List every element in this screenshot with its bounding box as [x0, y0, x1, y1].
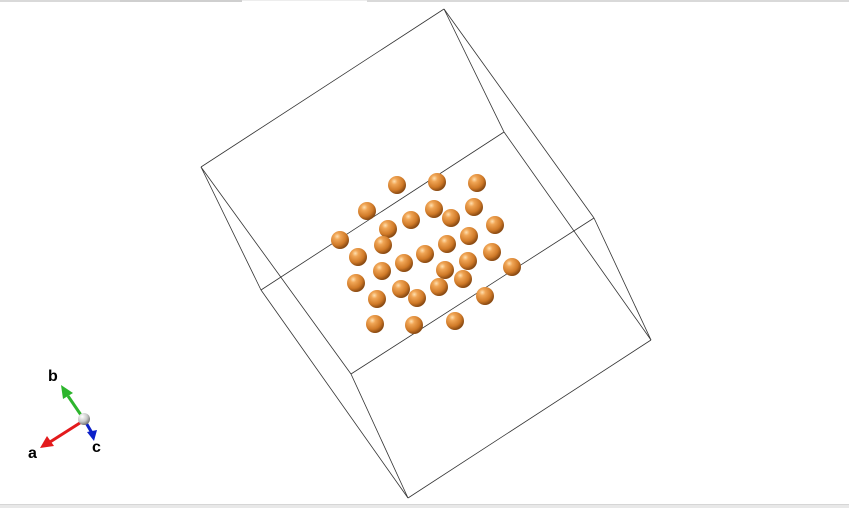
atom [349, 248, 367, 266]
cell-edge [200, 8, 445, 168]
b-axis-arrowhead [61, 385, 73, 399]
bottom-border [0, 504, 849, 508]
atom [446, 312, 464, 330]
atom [368, 290, 386, 308]
c-axis-arrowhead [87, 430, 97, 441]
atom [347, 274, 365, 292]
axis-label-a: a [28, 445, 37, 462]
atom [331, 231, 349, 249]
atom [408, 289, 426, 307]
atom [436, 261, 454, 279]
atom [459, 252, 477, 270]
atom [454, 270, 472, 288]
atom [373, 262, 391, 280]
cell-edge [443, 8, 505, 133]
cell-edge [350, 373, 409, 499]
cell-edge [593, 217, 652, 341]
atom [425, 200, 443, 218]
axis-label-c: c [92, 439, 101, 456]
atom [392, 280, 410, 298]
atom [379, 220, 397, 238]
atom [428, 173, 446, 191]
cell-edge [503, 131, 652, 341]
cell-edge [260, 289, 409, 499]
a-axis-line [49, 419, 84, 444]
top-tab-strip [0, 0, 849, 2]
atom [358, 202, 376, 220]
atom [388, 176, 406, 194]
atom-cluster [331, 173, 521, 334]
atom [465, 198, 483, 216]
atom [430, 278, 448, 296]
atom [366, 315, 384, 333]
cell-edge [200, 166, 262, 291]
cell-edge [443, 8, 595, 219]
atom [438, 235, 456, 253]
atom [416, 245, 434, 263]
atom [468, 174, 486, 192]
cell-edge [407, 339, 652, 499]
unit-cell-wireframe [200, 8, 652, 499]
atom [405, 316, 423, 334]
atom [503, 258, 521, 276]
atom [460, 227, 478, 245]
atom [486, 216, 504, 234]
orientation-axes: a b c [28, 368, 101, 462]
cell-edge [350, 217, 595, 375]
atom [442, 209, 460, 227]
axis-label-b: b [48, 368, 58, 385]
atom [374, 236, 392, 254]
atom [395, 254, 413, 272]
atom [402, 211, 420, 229]
cell-edge [200, 166, 352, 375]
cell-edge [260, 131, 505, 291]
a-axis-arrowhead [40, 436, 54, 448]
atom [483, 243, 501, 261]
origin-sphere [78, 413, 90, 425]
atom [476, 287, 494, 305]
